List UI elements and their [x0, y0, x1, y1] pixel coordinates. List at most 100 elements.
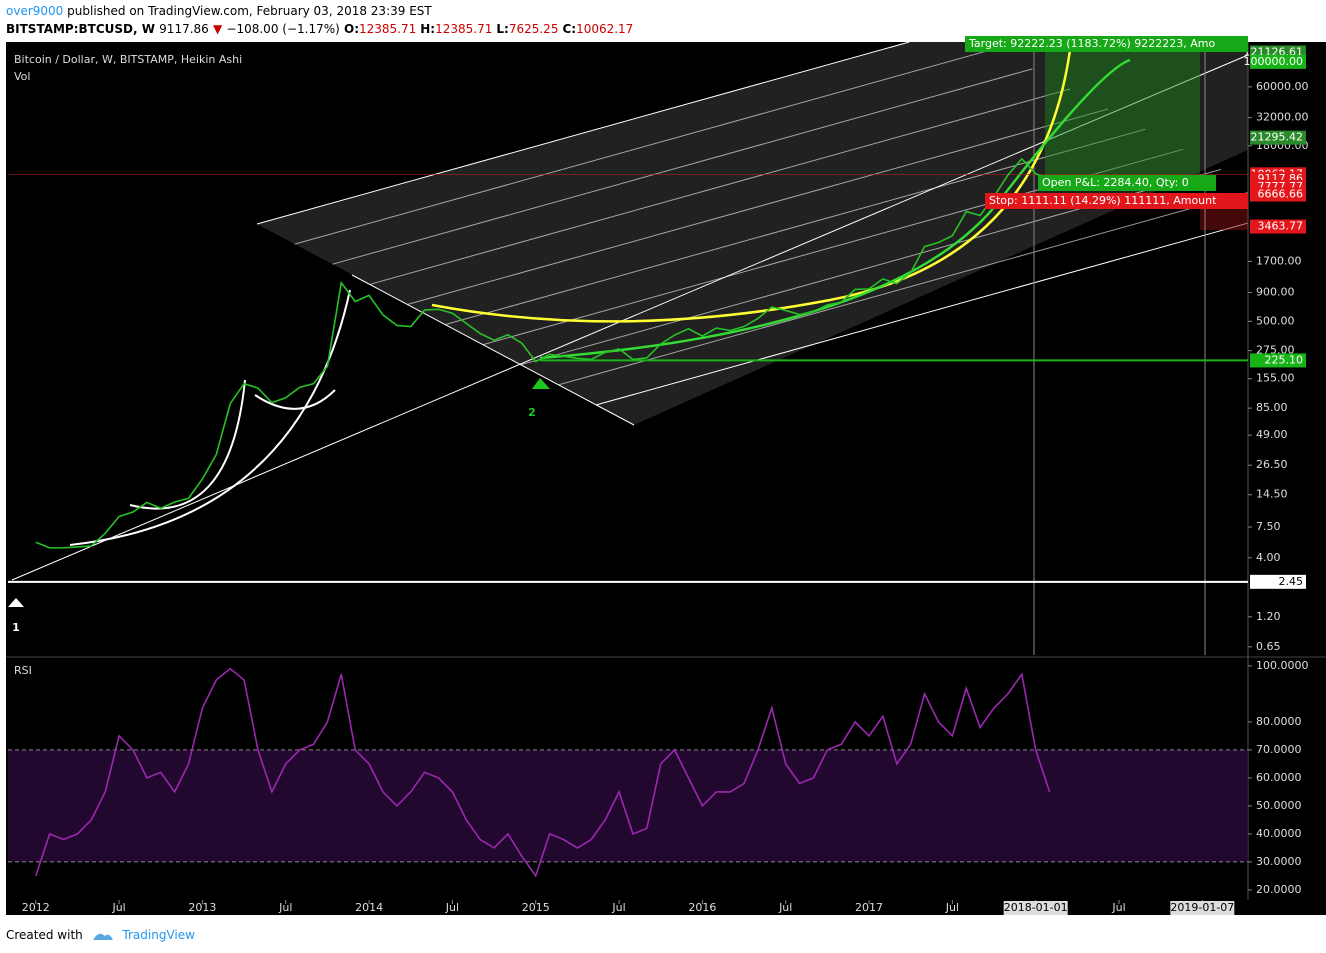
- price-tag: [1250, 219, 1306, 234]
- rsi-tick-label: 40.0000: [1256, 827, 1302, 840]
- rsi-tick-label: 30.0000: [1256, 855, 1302, 868]
- symbol: BITSTAMP:BTCUSD, W: [6, 22, 155, 36]
- price-tag-label: 2.45: [1279, 575, 1304, 588]
- pitchfork-line: [596, 222, 1249, 406]
- x-tick-label: 2017: [855, 901, 883, 914]
- x-tick-label: 2013: [188, 901, 216, 914]
- green-curve: [539, 58, 1131, 360]
- x-tick-label: Jul: [1111, 901, 1125, 914]
- x-tick-label: Jul: [111, 901, 125, 914]
- arrow: ▼: [212, 22, 223, 36]
- pitchfork-line: [294, 48, 995, 245]
- ohlc-key: H:: [420, 22, 436, 36]
- y-tick-label: 49.00: [1256, 428, 1288, 441]
- price-tag: [1250, 574, 1306, 589]
- white-curve: [254, 389, 336, 410]
- rsi-band: [8, 749, 1248, 862]
- change: −108.00 (−1.17%): [226, 22, 340, 36]
- price-line: [35, 157, 1050, 549]
- x-tick-label: Jul: [278, 901, 292, 914]
- ohlc: O:12385.71 H:12385.71 L:7625.25 C:10062.17: [344, 22, 637, 36]
- x-tick-box: [1003, 901, 1068, 915]
- y-tick-label: 14.50: [1256, 488, 1288, 501]
- pitchfork-line: [332, 68, 1033, 265]
- y-tick-label: 500.00: [1256, 314, 1295, 327]
- white-curve: [129, 379, 246, 510]
- white-curve: [69, 289, 351, 546]
- published: published on TradingView.com, February 0…: [67, 4, 432, 18]
- pitchfork-fill: [257, 42, 1248, 425]
- pitchfork-line: [558, 191, 1249, 386]
- pitchfork-line: [369, 88, 1071, 285]
- point-label: 1: [12, 621, 20, 634]
- ticker-line: BITSTAMP:BTCUSD, W 9117.86 ▼ −108.00 (−1…: [6, 22, 637, 36]
- x-tick-label: 2012: [22, 901, 50, 914]
- y-tick-label: 155.00: [1256, 372, 1295, 385]
- ohlc-value: 7625.25: [508, 22, 559, 36]
- x-tick-box: [1170, 901, 1235, 915]
- order-label: Target: 92222.23 (1183.72%) 9222223, Amo: [968, 37, 1215, 50]
- rsi-tick-label: 60.0000: [1256, 771, 1302, 784]
- rsi-line: [35, 667, 1051, 878]
- rsi-tick-label: 70.0000: [1256, 743, 1302, 756]
- ohlc-key: C:: [562, 22, 577, 36]
- brand[interactable]: TradingView: [122, 928, 195, 942]
- footer: Created with TradingView: [6, 928, 195, 942]
- rsi-tick-label: 80.0000: [1256, 715, 1302, 728]
- marker-1: [8, 598, 24, 607]
- y-tick-label: 85.00: [1256, 401, 1288, 414]
- x-tick-label: 2014: [355, 901, 383, 914]
- price-tag-label: 100000.00: [1244, 55, 1304, 68]
- y-tick-label: 1700.00: [1256, 254, 1302, 267]
- rsi-title: RSI: [14, 664, 32, 677]
- order-box: [1038, 175, 1216, 191]
- ohlc-value: 10062.17: [576, 22, 634, 36]
- logo: [92, 933, 113, 940]
- price-tag-label: 6666.66: [1258, 187, 1304, 200]
- trend-line: [11, 54, 1249, 581]
- created-with: Created with: [6, 928, 83, 942]
- rsi-tick-label: 20.0000: [1256, 883, 1302, 896]
- price-tag-label: 3463.77: [1258, 220, 1304, 233]
- y-tick-label: 26.50: [1256, 458, 1288, 471]
- author[interactable]: over9000: [6, 4, 64, 18]
- x-tick-label: Jul: [778, 901, 792, 914]
- x-tick-label: Jul: [611, 901, 625, 914]
- y-tick-label: 4.00: [1256, 551, 1281, 564]
- x-tick-label: 2016: [688, 901, 716, 914]
- chart-subtitle: Vol: [14, 70, 30, 83]
- price-tag: [1250, 54, 1306, 69]
- ohlc-key: O:: [344, 22, 359, 36]
- last: 9117.86: [159, 22, 209, 36]
- marker-2: [532, 378, 550, 389]
- pitchfork-line: [407, 108, 1108, 305]
- ohlc-value: 12385.71: [435, 22, 493, 36]
- order-label: Stop: 1111.11 (14.29%) 111111, Amount: [989, 194, 1217, 207]
- price-tag-label: 21295.42: [1251, 131, 1304, 144]
- chart-title: Bitcoin / Dollar, W, BITSTAMP, Heikin As…: [14, 53, 242, 66]
- rsi-tick-label: 100.0000: [1256, 659, 1309, 672]
- y-tick-label: 32000.00: [1256, 111, 1309, 124]
- ohlc-value: 12385.71: [359, 22, 417, 36]
- pitchfork: [256, 41, 1249, 406]
- ohlc-key: L:: [496, 22, 509, 36]
- order-box: [965, 36, 1248, 52]
- pitchfork-edge: [351, 274, 635, 426]
- publish-line: over9000 published on TradingView.com, F…: [6, 4, 432, 18]
- point-label: 2: [528, 406, 536, 419]
- y-tick-label: 1.20: [1256, 610, 1281, 623]
- y-tick-label: 900.00: [1256, 286, 1295, 299]
- x-tick-label: Jul: [445, 901, 459, 914]
- price-tag-label: 225.10: [1265, 353, 1304, 366]
- price-tag: [1250, 130, 1306, 145]
- price-tag: [1250, 353, 1306, 368]
- chart: 60000.0032000.0018000.001700.00900.00500…: [6, 36, 1326, 915]
- y-tick-label: 275.00: [1256, 344, 1295, 357]
- order-box: [985, 193, 1248, 209]
- y-tick-label: 60000.00: [1256, 80, 1309, 93]
- x-tick-label: 2019-01-07: [1170, 901, 1234, 914]
- x-tick-label: 2018-01-01: [1004, 901, 1068, 914]
- rsi-tick-label: 50.0000: [1256, 799, 1302, 812]
- price-tag: [1250, 187, 1306, 202]
